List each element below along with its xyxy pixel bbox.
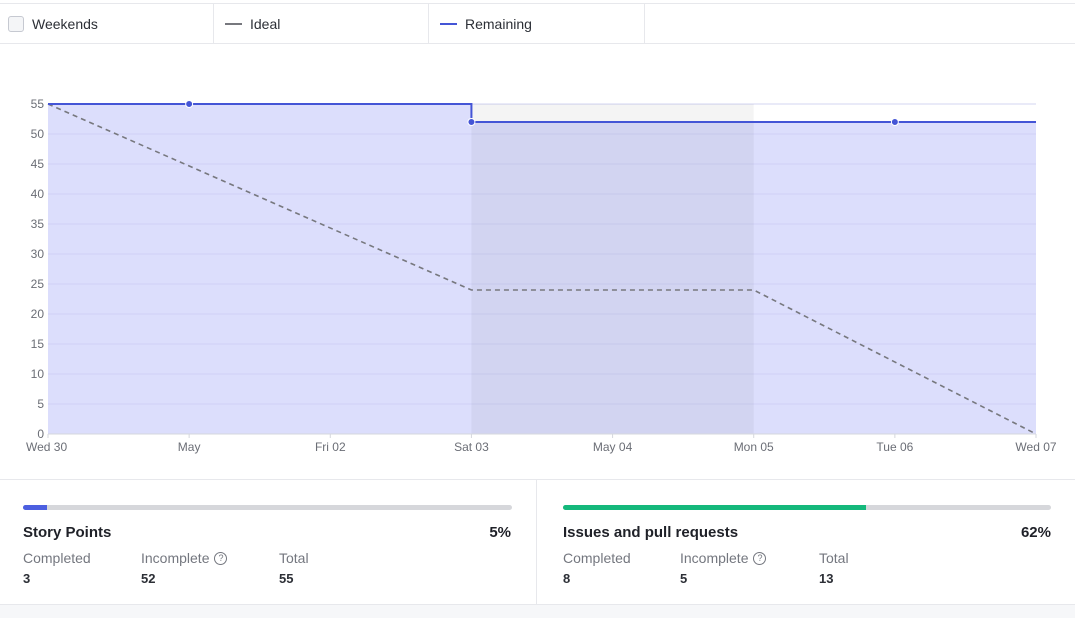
ideal-line [47, 103, 1037, 435]
story-points-percent: 5% [489, 524, 511, 541]
total-label: Total [279, 550, 309, 566]
remaining-markers [185, 100, 899, 126]
y-tick-label: 45 [31, 157, 45, 171]
issues-panel: Issues and pull requests 62% Completed 8… [538, 480, 1075, 604]
ideal-label: Ideal [250, 15, 281, 32]
remaining-area-fill [48, 104, 1036, 434]
y-tick-label: 10 [31, 367, 45, 381]
remaining-point [890, 118, 899, 126]
y-tick-label: 35 [31, 217, 45, 231]
issues-progress-fill [563, 505, 866, 510]
weekend-band-rect [471, 104, 754, 434]
total-label: Total [819, 550, 849, 566]
completed-value: 8 [563, 571, 571, 586]
y-tick-label: 5 [37, 397, 44, 411]
y-axis-ticks: 0 5 10 15 20 25 30 35 40 45 50 55 [31, 97, 45, 441]
legend-item-remaining[interactable]: Remaining [429, 4, 645, 43]
remaining-point [467, 118, 476, 126]
weekend-band [471, 104, 754, 434]
help-icon[interactable]: ? [214, 551, 228, 565]
y-tick-label: 15 [31, 337, 45, 351]
completed-value: 3 [23, 571, 31, 586]
weekends-toggle[interactable]: Weekends [0, 4, 214, 43]
weekends-checkbox[interactable] [8, 15, 24, 32]
incomplete-label: Incomplete [680, 550, 749, 566]
story-points-progress-track [23, 505, 512, 510]
incomplete-value: 5 [680, 571, 688, 586]
issues-total: Total 13 [819, 550, 849, 586]
issues-percent: 62% [1020, 524, 1051, 541]
ideal-series [47, 103, 1037, 435]
ideal-line-swatch [225, 22, 242, 25]
issues-progress-track [563, 505, 1051, 510]
story-points-completed: Completed 3 [23, 550, 91, 586]
y-tick-label: 20 [31, 307, 45, 321]
story-points-panel: Story Points 5% Completed 3 Incomplete? … [0, 480, 537, 604]
remaining-line-swatch [440, 22, 457, 25]
remaining-line [48, 103, 1036, 123]
progress-summary: Story Points 5% Completed 3 Incomplete? … [0, 479, 1075, 605]
issues-title: Issues and pull requests [563, 524, 739, 541]
x-tick-label: Mon 05 [734, 440, 774, 454]
x-tick-label: May 04 [593, 440, 633, 454]
y-tick-label: 25 [31, 277, 45, 291]
weekends-label: Weekends [32, 15, 98, 32]
story-points-incomplete: Incomplete? 52 [141, 550, 228, 586]
completed-label: Completed [563, 550, 631, 566]
x-tick-label: Tue 06 [876, 440, 913, 454]
remaining-label: Remaining [465, 15, 532, 32]
y-tick-label: 30 [31, 247, 45, 261]
remaining-series [48, 103, 1036, 123]
legend-item-ideal[interactable]: Ideal [214, 4, 429, 43]
y-tick-label: 0 [37, 427, 44, 441]
x-tick-label: May [178, 440, 201, 454]
remaining-point [185, 100, 194, 108]
issues-completed: Completed 8 [563, 550, 631, 586]
x-tick-label: Wed 30 [26, 440, 67, 454]
story-points-progress-fill [23, 505, 48, 510]
story-points-title: Story Points [23, 524, 112, 541]
y-tick-label: 55 [31, 97, 45, 111]
footer-strip [0, 605, 1075, 618]
chart-legend-bar: Weekends Ideal Remaining [0, 3, 1075, 44]
x-tick-label: Wed 07 [1015, 440, 1056, 454]
completed-label: Completed [23, 550, 91, 566]
x-axis-ticks: Wed 30 May Fri 02 Sat 03 May 04 Mon 05 Tue 06 W… [26, 433, 1057, 454]
y-tick-label: 50 [31, 127, 45, 141]
story-points-total: Total 55 [279, 550, 309, 586]
x-tick-label: Sat 03 [454, 440, 489, 454]
burndown-chart: 0 5 10 15 20 25 30 35 40 45 50 55 Wed 30 May Fri 02 Sa… [26, 97, 1057, 454]
x-tick-label: Fri 02 [315, 440, 346, 454]
incomplete-value: 52 [141, 571, 156, 586]
y-tick-label: 40 [31, 187, 45, 201]
issues-incomplete: Incomplete? 5 [680, 550, 767, 586]
incomplete-label: Incomplete [141, 550, 210, 566]
help-icon[interactable]: ? [753, 551, 767, 565]
total-value: 55 [279, 571, 294, 586]
total-value: 13 [819, 571, 834, 586]
